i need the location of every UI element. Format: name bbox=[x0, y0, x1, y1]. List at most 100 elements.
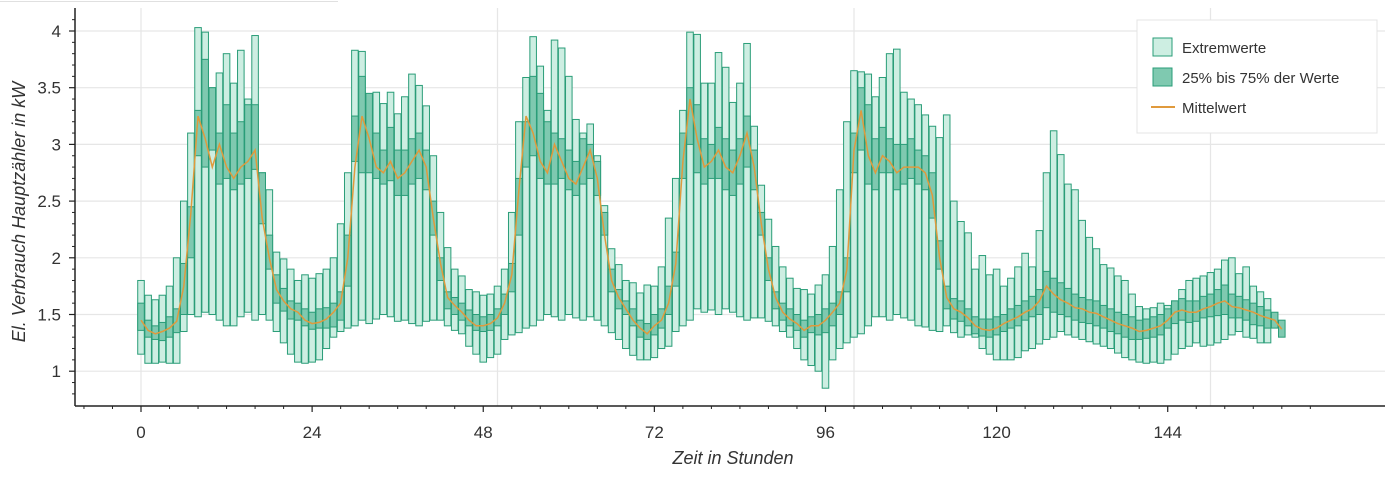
y-tick-label: 2.5 bbox=[37, 192, 61, 211]
extreme-box bbox=[914, 104, 922, 327]
extreme-box bbox=[778, 266, 787, 333]
extreme-box bbox=[1035, 230, 1044, 345]
quartile-box bbox=[828, 302, 837, 327]
extreme-box bbox=[429, 155, 438, 321]
quartile-box bbox=[1014, 304, 1022, 327]
quartile-box bbox=[1028, 295, 1037, 318]
quartile-box bbox=[472, 314, 480, 331]
quartile-box bbox=[222, 104, 231, 179]
legend-label-extremwerte: Extremwerte bbox=[1182, 40, 1266, 57]
extreme-box bbox=[1049, 130, 1058, 338]
extreme-box bbox=[422, 105, 430, 322]
extreme-box bbox=[921, 114, 930, 328]
extreme-box bbox=[950, 200, 958, 334]
x-tick-label: 0 bbox=[136, 423, 145, 442]
extreme-box bbox=[1106, 267, 1115, 350]
quartile-box bbox=[1049, 277, 1058, 313]
quartile-box bbox=[786, 308, 794, 327]
quartile-box bbox=[229, 132, 238, 191]
extreme-box bbox=[1042, 172, 1051, 340]
quartile-box bbox=[807, 316, 815, 334]
quartile-box bbox=[258, 172, 266, 225]
quartile-box bbox=[900, 143, 908, 185]
extreme-box bbox=[750, 125, 758, 319]
quartile-box bbox=[386, 126, 395, 182]
quartile-box bbox=[1142, 318, 1151, 339]
extreme-box bbox=[964, 232, 972, 336]
extreme-box bbox=[1071, 189, 1079, 338]
quartile-box bbox=[814, 314, 823, 336]
quartile-box bbox=[393, 149, 402, 196]
extreme-box bbox=[978, 255, 987, 350]
extreme-box bbox=[600, 205, 609, 327]
quartile-box bbox=[436, 257, 445, 281]
quartile-box bbox=[1199, 295, 1208, 319]
extreme-box bbox=[351, 49, 359, 327]
quartile-box bbox=[251, 104, 259, 170]
extreme-box bbox=[572, 118, 580, 319]
legend: Extremwerte 25% bis 75% der Werte Mittel… bbox=[1136, 19, 1378, 134]
quartile-box bbox=[529, 75, 537, 157]
extreme-box bbox=[1085, 236, 1094, 343]
y-tick-label: 1 bbox=[52, 362, 61, 381]
quartile-box bbox=[479, 316, 488, 333]
quartile-box bbox=[1156, 314, 1165, 336]
quartile-box bbox=[878, 126, 887, 174]
quartile-box bbox=[771, 291, 780, 310]
extreme-box bbox=[686, 31, 694, 321]
extreme-box bbox=[244, 98, 252, 313]
extreme-box bbox=[850, 70, 858, 338]
quartile-box bbox=[208, 87, 217, 151]
box-series bbox=[137, 27, 1286, 389]
quartile-box bbox=[565, 149, 573, 191]
extreme-box bbox=[586, 123, 594, 318]
legend-label-quartile: 25% bis 75% der Werte bbox=[1182, 70, 1339, 87]
extreme-box bbox=[942, 114, 951, 327]
quartile-box bbox=[215, 132, 224, 185]
extreme-box bbox=[971, 268, 979, 338]
y-tick-label: 1.5 bbox=[37, 306, 61, 325]
x-tick-label: 72 bbox=[645, 423, 664, 442]
quartile-box bbox=[1220, 284, 1229, 315]
extreme-box bbox=[358, 50, 366, 321]
quartile-box bbox=[244, 104, 252, 179]
extreme-box bbox=[401, 96, 409, 321]
extreme-box bbox=[222, 53, 231, 327]
extreme-box bbox=[992, 268, 1001, 361]
extreme-box bbox=[857, 71, 865, 335]
extreme-box bbox=[985, 274, 994, 355]
extreme-box bbox=[928, 125, 937, 331]
quartile-box bbox=[144, 319, 152, 338]
mean-line bbox=[140, 98, 1283, 335]
quartile-box bbox=[536, 92, 545, 179]
extreme-box bbox=[194, 27, 202, 318]
legend-label-mittelwert: Mittelwert bbox=[1182, 100, 1247, 117]
extreme-box bbox=[643, 284, 652, 361]
extreme-box bbox=[843, 121, 851, 344]
quartile-box bbox=[137, 302, 145, 331]
quartile-box bbox=[650, 314, 659, 336]
extreme-box bbox=[729, 101, 737, 313]
extreme-box bbox=[1163, 304, 1172, 361]
quartile-box bbox=[265, 234, 274, 270]
extreme-box bbox=[885, 53, 894, 321]
extreme-box bbox=[835, 189, 844, 350]
extreme-box bbox=[543, 109, 552, 315]
mean-series bbox=[140, 98, 1283, 335]
quartile-box bbox=[1163, 308, 1172, 329]
extreme-box bbox=[707, 82, 716, 311]
quartile-box bbox=[671, 251, 680, 287]
quartile-box bbox=[736, 138, 744, 185]
y-tick-label: 3 bbox=[52, 135, 61, 154]
extreme-box bbox=[1092, 248, 1101, 345]
extreme-box bbox=[664, 217, 673, 347]
extreme-box bbox=[379, 103, 388, 315]
extreme-box bbox=[657, 266, 666, 350]
extreme-box bbox=[786, 277, 794, 338]
quartile-box bbox=[336, 291, 345, 321]
quartile-box bbox=[885, 138, 894, 174]
axes: 1 1.5 2 2.5 3 3.5 4 0 24 48 72 96 120 144 bbox=[37, 8, 1385, 442]
x-tick-label: 144 bbox=[1154, 423, 1182, 442]
extreme-box bbox=[329, 257, 338, 338]
